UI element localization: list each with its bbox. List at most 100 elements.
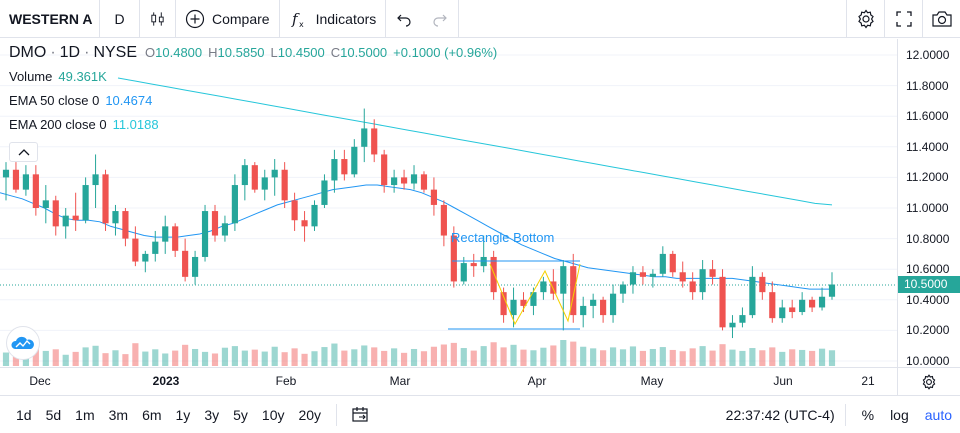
volume-bar [22,353,29,366]
price-tick-label: 12.0000 [906,48,950,62]
candle [301,211,308,242]
legend-ema50-label: EMA 50 close 0 [9,93,100,108]
time-tick-label: Dec [29,374,51,388]
symbol-search-button[interactable]: WESTERN A [0,0,100,38]
range-3y[interactable]: 3y [204,406,220,423]
calendar-range-icon [352,406,368,422]
volume-bar [500,347,507,366]
range-5d[interactable]: 5d [45,406,62,423]
volume-bar [410,348,418,366]
candle [629,266,637,294]
legend-ema50-row[interactable]: EMA 50 close 0 10.4674 [9,93,503,110]
volume-bar [450,342,457,366]
percent-scale-toggle[interactable]: % [861,407,875,423]
compare-label: Compare [212,10,270,27]
rectangle-bottom-drawing[interactable]: Rectangle Bottom [448,230,581,330]
legend-exchange: NYSE [93,44,138,61]
range-1d[interactable]: 1d [16,406,32,423]
candle [719,269,726,331]
legend-ema50-value: 10.4674 [105,93,153,108]
candle [231,174,238,231]
candle [470,253,477,277]
settings-button[interactable] [846,0,884,38]
volume-bar [182,344,189,366]
svg-text:f: f [291,10,300,28]
volume-bar [211,353,219,366]
range-10y[interactable]: 10y [261,406,285,423]
candle [42,185,49,224]
candle [440,200,447,247]
auto-scale-toggle[interactable]: auto [924,407,952,423]
volume-bar [52,349,59,366]
price-scale[interactable]: 10.0000 10.2000 10.4000 10.6000 10.8000 11.00… [897,39,960,368]
candle [570,253,577,323]
price-chart[interactable]: Rectangle Bottom [0,39,897,367]
volume-bar [689,348,696,366]
volume-bar [749,348,756,366]
volume-bar [271,346,278,366]
volume-bar [560,340,567,366]
candle [759,272,766,300]
volume-bar [261,351,268,366]
log-scale-toggle[interactable]: log [890,407,909,423]
chart-type-button[interactable] [140,0,176,38]
volume-bar [619,349,627,366]
candle [460,256,467,285]
candle [82,177,89,224]
fullscreen-icon [895,11,912,27]
candle [152,230,159,262]
volume-bar [62,354,69,366]
candle [261,169,268,201]
plus-circle-icon [185,9,205,28]
volume-bar [769,347,776,366]
candle [769,281,776,323]
candle [2,162,10,201]
range-1y[interactable]: 1y [175,406,191,423]
range-20y[interactable]: 20y [298,406,322,423]
volume-bar [201,351,209,366]
price-tick-label: 11.4000 [906,139,949,154]
clock-timezone[interactable]: 22:37:42 (UTC-4) [716,404,846,426]
chart-legend: DMO · 1D · NYSE O10.4800 H10.5850 L10.4500 C… [9,44,503,134]
interval-button[interactable]: D [100,0,140,38]
scale-settings-button[interactable] [897,367,960,395]
candle [729,315,736,339]
legend-ema200-row[interactable]: EMA 200 close 0 11.0188 [9,117,503,134]
candle [590,293,597,319]
redo-icon [433,14,448,27]
candle [709,260,716,285]
fullscreen-button[interactable] [884,0,922,38]
price-tick-label: 10.4000 [906,292,950,307]
redo-button[interactable] [422,0,460,38]
legend-open: O10.4800 [145,45,203,60]
legend-title[interactable]: DMO · 1D · NYSE [9,44,138,61]
time-tick-label: Feb [275,374,297,388]
candle [351,139,358,178]
undo-button[interactable] [386,0,422,38]
screenshot-button[interactable] [922,0,960,38]
legend-volume-row[interactable]: Volume 49.361K [9,69,503,86]
legend-collapse-button[interactable] [9,142,38,162]
compare-button[interactable]: Compare [176,0,280,38]
logo-badge[interactable] [6,326,40,360]
candle [600,296,607,323]
range-5y[interactable]: 5y [233,406,248,423]
volume-bar [42,350,49,366]
volume-bar [341,350,348,366]
volume-bar [679,351,686,366]
volume-bar [2,352,10,366]
range-1m[interactable]: 1m [75,406,95,423]
range-3m[interactable]: 3m [108,406,129,423]
price-tick-label: 11.2000 [906,170,949,185]
range-6m[interactable]: 6m [142,406,162,423]
date-range-button[interactable] [345,406,375,424]
volume-bar [82,347,89,366]
candle [580,296,587,328]
candle [172,223,179,257]
candle [341,149,348,181]
candle [62,208,69,239]
volume-bar [759,350,766,366]
time-axis[interactable]: Dec 2023 Feb Mar Apr May Jun 21 [0,367,897,395]
